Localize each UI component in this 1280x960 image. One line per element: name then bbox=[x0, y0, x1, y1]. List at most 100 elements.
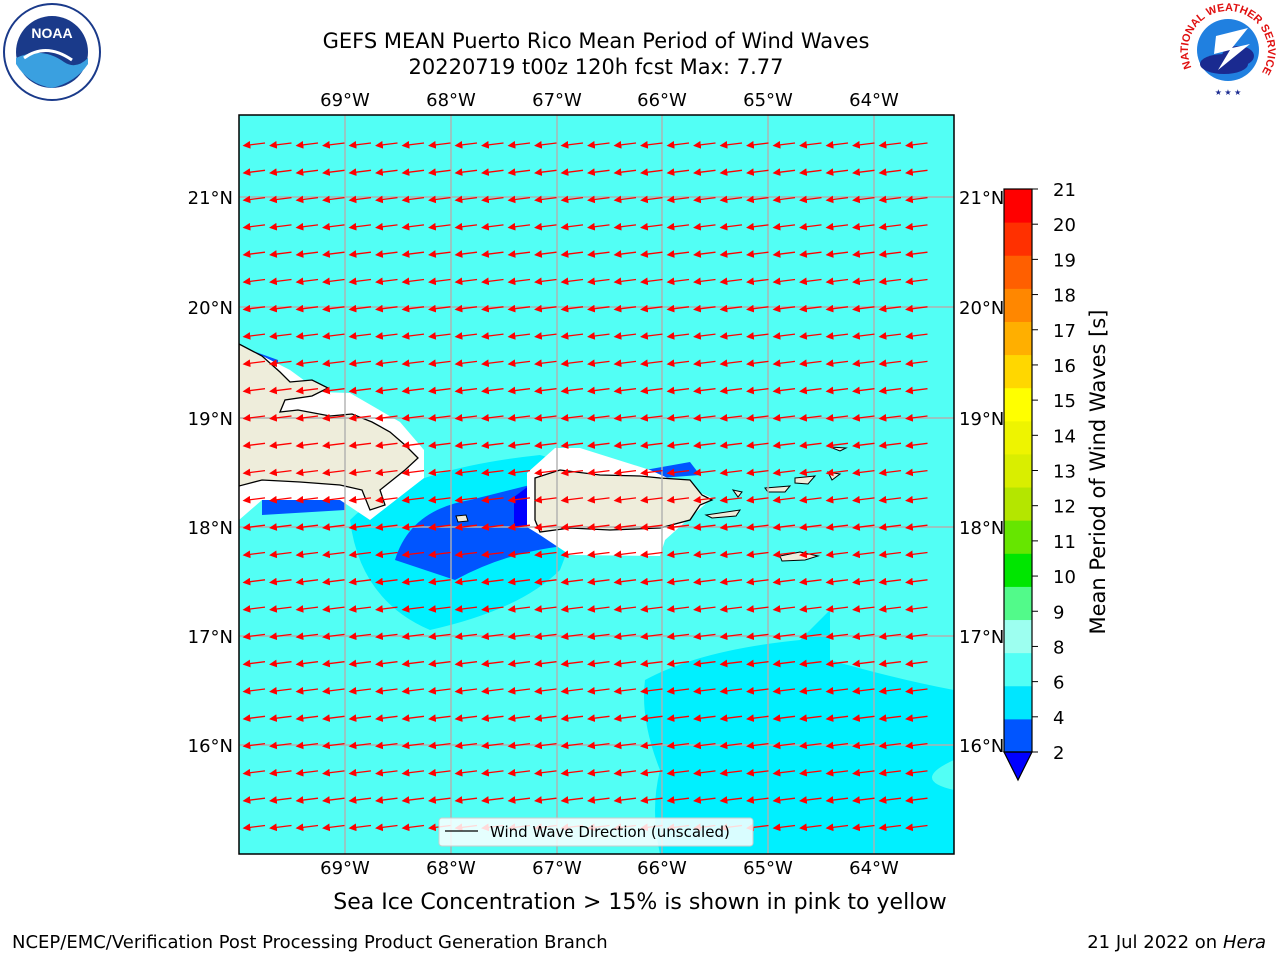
wind-arrow bbox=[454, 741, 478, 750]
wind-arrow bbox=[825, 632, 849, 641]
wind-arrow bbox=[428, 796, 451, 804]
wind-arrow bbox=[269, 386, 292, 395]
wind-arrow bbox=[746, 140, 769, 149]
wind-arrow bbox=[825, 304, 849, 313]
wind-arrow bbox=[534, 250, 557, 258]
wind-arrow bbox=[481, 140, 504, 149]
wind-arrow bbox=[375, 140, 398, 149]
wind-arrow bbox=[613, 140, 637, 149]
lon-label: 67°W bbox=[532, 90, 582, 111]
wind-arrow bbox=[746, 441, 769, 450]
wind-arrow bbox=[799, 495, 822, 504]
wind-arrow bbox=[348, 823, 372, 832]
wind-arrow bbox=[852, 577, 875, 586]
wind-arrow bbox=[852, 741, 875, 750]
land-mona-island bbox=[455, 514, 469, 523]
wind-arrow bbox=[375, 250, 398, 258]
wind-arrow bbox=[322, 714, 345, 723]
wind-arrow bbox=[507, 796, 531, 804]
wind-arrow bbox=[746, 304, 769, 313]
wind-arrow bbox=[534, 168, 557, 177]
wind-arrow bbox=[507, 304, 531, 313]
wind-arrow bbox=[560, 632, 584, 641]
wind-arrow bbox=[560, 332, 584, 340]
wind-arrow bbox=[454, 577, 478, 586]
wind-arrow bbox=[481, 523, 504, 531]
wind-arrow bbox=[375, 632, 398, 641]
colorbar-tick-label: 18 bbox=[1053, 286, 1076, 307]
wind-arrow bbox=[825, 659, 849, 668]
wind-arrow bbox=[640, 741, 663, 750]
wind-arrow bbox=[322, 222, 345, 231]
wind-arrow bbox=[242, 250, 266, 258]
wind-arrow bbox=[454, 222, 478, 231]
wind-arrow bbox=[269, 796, 292, 804]
wind-arrow bbox=[481, 605, 504, 613]
wind-arrow bbox=[322, 741, 345, 750]
wind-arrow bbox=[242, 195, 266, 204]
wind-arrow bbox=[772, 332, 796, 340]
lon-label: 69°W bbox=[320, 90, 370, 111]
wind-arrow bbox=[640, 222, 663, 231]
wind-arrow bbox=[375, 332, 398, 340]
wind-arrow bbox=[348, 796, 372, 804]
wind-arrow bbox=[587, 140, 610, 149]
wind-arrow bbox=[454, 359, 478, 368]
wind-arrow bbox=[295, 332, 319, 340]
wind-arrow bbox=[348, 714, 372, 723]
wind-arrow bbox=[428, 441, 451, 450]
wind-arrow bbox=[799, 304, 822, 313]
wind-arrow bbox=[322, 686, 345, 695]
wind-arrow bbox=[481, 441, 504, 450]
wind-arrow bbox=[640, 605, 663, 613]
wind-arrow bbox=[454, 250, 478, 258]
wind-arrow bbox=[534, 386, 557, 395]
wind-arrow bbox=[613, 714, 637, 723]
wind-arrow bbox=[348, 550, 372, 559]
wind-arrow bbox=[481, 468, 504, 477]
wind-arrow bbox=[375, 195, 398, 204]
wind-arrow bbox=[507, 550, 531, 559]
wind-arrow bbox=[507, 714, 531, 723]
wind-arrow bbox=[905, 659, 928, 668]
wind-arrow bbox=[401, 823, 425, 832]
wind-arrow bbox=[799, 523, 822, 531]
wind-arrow bbox=[322, 823, 345, 832]
lat-label: 20°N bbox=[188, 298, 233, 319]
colorbar-segment bbox=[1004, 189, 1032, 223]
wind-arrow bbox=[878, 823, 902, 832]
wind-arrow bbox=[825, 359, 849, 368]
colorbar: 2 4 6 8 9 10 11 12 13 14 15 16 17 18 19 20 21 bbox=[1003, 180, 1076, 782]
wind-arrow bbox=[401, 741, 425, 750]
lon-label: 67°W bbox=[532, 858, 582, 879]
wind-arrow bbox=[507, 332, 531, 340]
wind-arrow bbox=[799, 332, 822, 340]
wind-arrow bbox=[587, 495, 610, 504]
contour-6s-region bbox=[644, 610, 954, 854]
wind-arrow bbox=[295, 413, 319, 422]
wind-arrow bbox=[719, 577, 743, 586]
wind-arrow bbox=[640, 714, 663, 723]
wind-arrow bbox=[878, 659, 902, 668]
wind-arrow bbox=[401, 359, 425, 368]
wind-arrow bbox=[666, 714, 690, 723]
wind-arrow bbox=[481, 168, 504, 177]
wind-arrow bbox=[269, 632, 292, 641]
wind-arrow bbox=[507, 195, 531, 204]
wind-arrow bbox=[852, 823, 875, 832]
wind-arrow bbox=[269, 332, 292, 340]
wind-arrow bbox=[481, 550, 504, 559]
wind-arrow bbox=[799, 195, 822, 204]
wind-arrow bbox=[852, 796, 875, 804]
wind-arrow bbox=[242, 304, 266, 313]
wind-arrow bbox=[719, 523, 743, 531]
wind-arrow bbox=[613, 250, 637, 258]
wind-arrow bbox=[295, 550, 319, 559]
wind-arrow bbox=[905, 222, 928, 231]
wind-arrow bbox=[878, 140, 902, 149]
wind-arrow bbox=[587, 550, 610, 559]
wind-arrow bbox=[852, 495, 875, 504]
wind-arrow bbox=[269, 823, 292, 832]
wind-arrow bbox=[428, 659, 451, 668]
wind-arrow bbox=[852, 195, 875, 204]
